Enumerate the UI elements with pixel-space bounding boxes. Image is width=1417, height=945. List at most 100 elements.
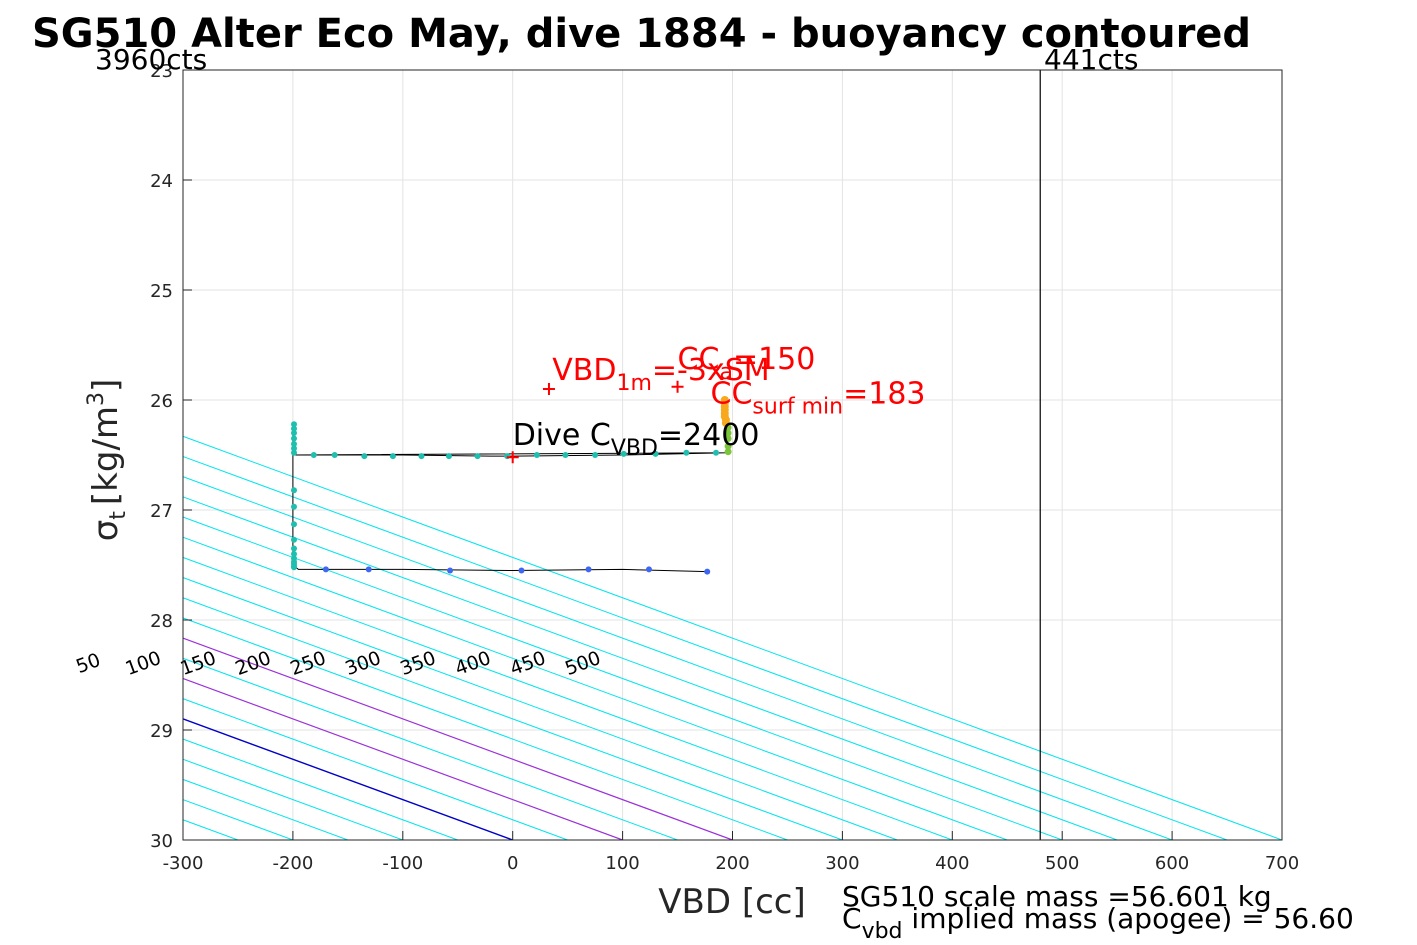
implied-mass-rest: implied mass (apogee) = 56.60 [903,902,1354,935]
contour-line-250 [183,617,788,840]
point-teal-4 [290,441,297,447]
point-teal-17 [592,452,599,458]
buoyancy-contours [0,70,1282,840]
contour-line-450 [183,536,1008,840]
x-tick-label-0: 0 [507,853,518,874]
point-blue-2 [447,567,454,574]
point-teal-32 [290,564,297,571]
contour-line-700 [183,435,1282,840]
x-tick-label-200: 200 [715,853,749,874]
x-tick-label--100: -100 [382,853,423,874]
y-tick-label-27: 27 [150,501,173,522]
point-teal-7 [310,452,317,458]
implied-mass-note: Cvbd implied mass (apogee) = 56.60 [842,902,1354,944]
point-teal-3 [290,435,297,442]
point-teal-2 [290,430,297,436]
point-teal-1 [290,425,297,432]
x-tick-label-100: 100 [605,853,639,874]
point-teal-18 [620,450,627,457]
annotation-0-sub: 1m [616,371,651,396]
point-teal-0 [290,421,297,428]
contour-line-150 [183,657,678,840]
point-teal-20 [683,449,690,456]
point-teal-6 [290,449,297,456]
contour-line-550 [183,496,1118,840]
profile-points [290,396,732,575]
y-label-sup: 3 [84,392,109,406]
y-label-units: [kg/m [86,406,126,505]
point-green-2 [724,435,732,442]
y-tick-label-30: 30 [150,831,173,852]
x-tick-label-600: 600 [1155,853,1189,874]
point-green-1 [724,429,732,437]
contour-line-50 [183,698,568,840]
annotation-2-main: CC [711,376,753,411]
x-tick-label--200: -200 [272,853,313,874]
x-tick-label-400: 400 [935,853,969,874]
left-limit-label: 3960cts [95,43,207,76]
point-blue-3 [518,567,525,574]
right-limit-label: 441cts [1044,43,1138,76]
point-teal-12 [445,453,452,460]
point-blue-4 [585,566,592,573]
annotation-1-main: CC [678,342,720,377]
x-axis-ticks: -300 -200 -100 0 100 200 300 400 500 600 700 [163,831,1299,874]
y-tick-label-24: 24 [150,171,173,192]
x-tick-label-700: 700 [1265,853,1299,874]
point-blue-6 [704,568,711,575]
contour-line-400 [183,556,953,840]
contour-line--450 [0,70,18,840]
y-label-close: ] [86,379,126,392]
point-blue-0 [322,566,329,573]
point-teal-9 [361,453,368,460]
point-green-4 [724,448,732,456]
contour-line-500 [183,516,1063,840]
annotation-1-rest: =150 [733,342,815,377]
point-teal-8 [331,452,338,458]
contour-line-300 [183,597,843,840]
annotation-3-sub: VBD [611,436,658,461]
chart-title: SG510 Alter Eco May, dive 1884 - buoyanc… [32,11,1251,57]
contour-line-600 [183,476,1173,840]
implied-mass-main: C [842,902,862,935]
annotation-0: VBD1m=-3xSM [552,353,769,396]
annotation-3-rest: =2400 [658,418,759,453]
annotation-0-rest: =-3xSM [652,353,770,388]
point-orange-7 [721,419,730,428]
point-teal-19 [652,450,659,457]
profile-path [292,400,728,573]
plus-marker-2 [506,451,519,464]
y-axis-label: σt [kg/m3] [84,379,131,542]
point-green-3 [724,442,732,450]
y-axis-ticks: 23 24 25 26 27 28 29 30 [150,61,192,852]
plus-marker-0 [542,383,555,395]
x-axis-label: VBD [cc] [658,882,806,922]
contour-line-200 [183,637,733,840]
red-markers [506,380,684,464]
annotation-3-main: Dive C [513,418,611,453]
contour-line-650 [183,455,1228,840]
y-tick-label-23: 23 [150,61,173,82]
x-tick-label-300: 300 [825,853,859,874]
point-teal-15 [533,452,540,458]
dive-profile [292,400,728,573]
contour-line-100 [183,677,623,840]
x-tick-label-500: 500 [1045,853,1079,874]
annotation-1-sub: a [719,360,732,385]
point-teal-26 [290,545,297,552]
point-teal-25 [290,536,297,543]
annotation-1: CCa=150 [678,342,816,385]
point-teal-27 [290,551,297,557]
point-teal-22 [290,487,297,494]
contour-line--400 [0,70,73,840]
point-blue-5 [645,566,652,573]
point-teal-16 [562,452,569,458]
point-teal-21 [713,449,720,456]
contour-label-lower-100: 100 [122,647,164,680]
point-teal-23 [290,503,297,510]
point-teal-5 [290,445,297,452]
point-teal-24 [290,521,297,528]
y-tick-label-29: 29 [150,721,173,742]
